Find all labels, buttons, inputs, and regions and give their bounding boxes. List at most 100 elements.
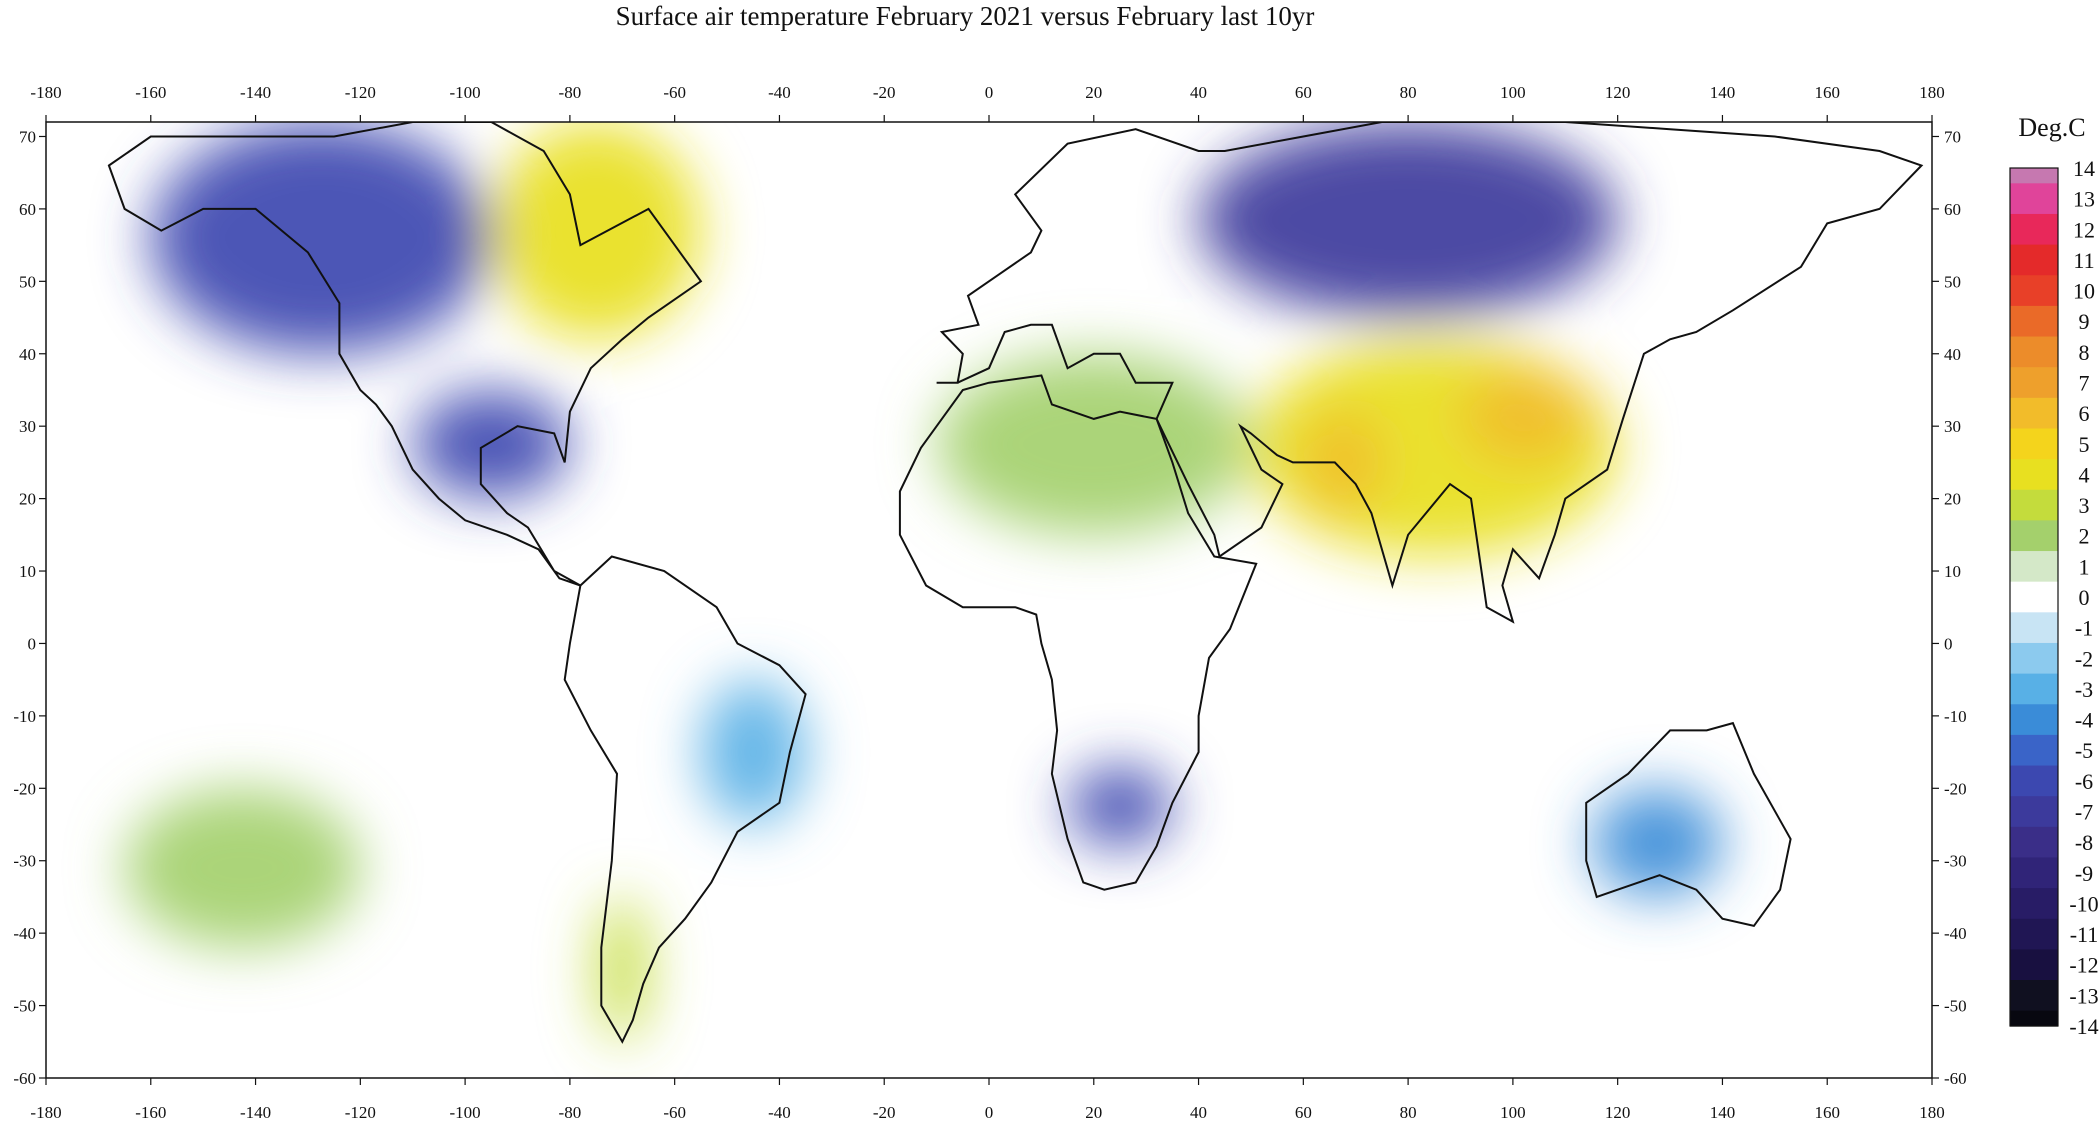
- colorbar-swatch: [2010, 734, 2058, 767]
- colorbar-swatch: [2010, 765, 2058, 797]
- colorbar-swatch: [2010, 612, 2058, 644]
- lon-label-bottom: -120: [345, 1103, 376, 1122]
- lon-label-bottom: -180: [30, 1103, 61, 1122]
- lon-label-bottom: 120: [1605, 1103, 1631, 1122]
- lon-label-top: 100: [1500, 83, 1526, 102]
- lon-label-top: 40: [1190, 83, 1207, 102]
- colorbar-tick-label: -11: [2070, 922, 2099, 947]
- lat-label-right: 20: [1944, 490, 1961, 509]
- colorbar-swatch: [2010, 275, 2058, 307]
- lat-label-left: -50: [13, 997, 36, 1016]
- anomaly-region-3: [491, 122, 701, 340]
- lat-label-left: -10: [13, 707, 36, 726]
- colorbar-swatch: [2010, 581, 2058, 613]
- lat-label-left: 20: [19, 490, 36, 509]
- lon-label-top: -100: [450, 83, 481, 102]
- colorbar-tick-label: -1: [2075, 616, 2093, 641]
- lon-label-bottom: 180: [1919, 1103, 1945, 1122]
- lon-label-bottom: 100: [1500, 1103, 1526, 1122]
- colorbar-tick-label: 12: [2073, 217, 2095, 242]
- map-title: Surface air temperature February 2021 ve…: [615, 1, 1315, 31]
- lat-label-right: -40: [1944, 924, 1967, 943]
- colorbar-tick-label: 0: [2079, 585, 2090, 610]
- colorbar: 14131211109876543210-1-2-3-4-5-6-7-8-9-1…: [2009, 156, 2099, 1039]
- colorbar-frame: [2009, 167, 2059, 1027]
- colorbar-swatch: [2010, 857, 2058, 889]
- colorbar-swatch: [2010, 826, 2058, 859]
- colorbar-swatch: [2010, 305, 2058, 338]
- lon-label-bottom: -80: [559, 1103, 582, 1122]
- colorbar-tick-label: -10: [2069, 891, 2098, 916]
- lat-label-left: 10: [19, 562, 36, 581]
- lon-label-top: 140: [1710, 83, 1736, 102]
- colorbar-tick-label: -13: [2069, 983, 2098, 1008]
- colorbar-title: Deg.C: [2018, 113, 2085, 142]
- lat-label-right: 70: [1944, 127, 1961, 146]
- colorbar-swatch: [2010, 367, 2058, 399]
- colorbar-swatch: [2010, 918, 2058, 950]
- lon-label-top: 180: [1919, 83, 1945, 102]
- lon-label-top: 20: [1085, 83, 1102, 102]
- anomaly-region-11: [936, 353, 1251, 535]
- colorbar-swatch: [2010, 1010, 2058, 1027]
- lon-label-top: -80: [559, 83, 582, 102]
- colorbar-swatch: [2010, 459, 2058, 491]
- colorbar-swatch: [2010, 397, 2058, 430]
- colorbar-tick-label: -7: [2075, 800, 2093, 825]
- colorbar-swatch: [2010, 213, 2058, 246]
- lon-label-top: 120: [1605, 83, 1631, 102]
- lon-label-bottom: 60: [1295, 1103, 1312, 1122]
- colorbar-tick-label: 4: [2079, 462, 2090, 487]
- colorbar-swatch: [2010, 704, 2058, 736]
- colorbar-tick-label: -9: [2075, 861, 2093, 886]
- colorbar-tick-label: -14: [2069, 1014, 2098, 1039]
- colorbar-tick-label: -8: [2075, 830, 2093, 855]
- lon-label-bottom: 160: [1814, 1103, 1840, 1122]
- lon-label-bottom: 80: [1400, 1103, 1417, 1122]
- colorbar-tick-label: 14: [2073, 156, 2095, 181]
- anomaly-region-7: [1067, 766, 1173, 847]
- lat-label-right: 0: [1944, 634, 1953, 653]
- anomaly-region-0: [1198, 122, 1618, 318]
- lat-label-left: 60: [19, 200, 36, 219]
- colorbar-tick-label: -12: [2069, 953, 2098, 978]
- colorbar-swatch: [2010, 551, 2058, 583]
- colorbar-tick-label: 9: [2079, 309, 2090, 334]
- anomaly-field: [124, 122, 1723, 1042]
- colorbar-tick-label: -3: [2075, 677, 2093, 702]
- lon-label-bottom: 140: [1710, 1103, 1736, 1122]
- lat-label-left: 40: [19, 345, 36, 364]
- anomaly-region-6: [1303, 411, 1382, 514]
- lon-label-bottom: 0: [985, 1103, 994, 1122]
- lon-label-bottom: -140: [240, 1103, 271, 1122]
- colorbar-tick-label: -6: [2075, 769, 2093, 794]
- coastline-1: [563, 555, 807, 1044]
- anomaly-region-10: [124, 788, 361, 948]
- colorbar-swatch: [2010, 244, 2058, 276]
- colorbar-tick-label: 13: [2073, 187, 2095, 212]
- colorbar-swatch: [2010, 888, 2058, 920]
- colorbar-tick-label: 1: [2079, 554, 2090, 579]
- anomaly-region-8: [1591, 788, 1723, 897]
- lat-label-left: -20: [13, 779, 36, 798]
- colorbar-swatch: [2010, 673, 2058, 705]
- colorbar-swatch: [2010, 949, 2058, 981]
- colorbar-tick-label: 11: [2073, 248, 2094, 273]
- lat-label-right: -50: [1944, 997, 1967, 1016]
- colorbar-swatch: [2010, 796, 2058, 828]
- lon-label-top: -140: [240, 83, 271, 102]
- colorbar-swatch: [2010, 336, 2058, 368]
- colorbar-tick-label: -2: [2075, 646, 2093, 671]
- colorbar-tick-label: 10: [2073, 279, 2095, 304]
- lon-label-top: 60: [1295, 83, 1312, 102]
- lon-label-bottom: -20: [873, 1103, 896, 1122]
- lon-label-bottom: -40: [768, 1103, 791, 1122]
- lon-label-bottom: 40: [1190, 1103, 1207, 1122]
- lon-label-top: -20: [873, 83, 896, 102]
- lat-label-right: -30: [1944, 852, 1967, 871]
- coastline-0: [107, 122, 703, 587]
- lat-label-left: -40: [13, 924, 36, 943]
- lon-label-top: -120: [345, 83, 376, 102]
- lon-label-top: 160: [1814, 83, 1840, 102]
